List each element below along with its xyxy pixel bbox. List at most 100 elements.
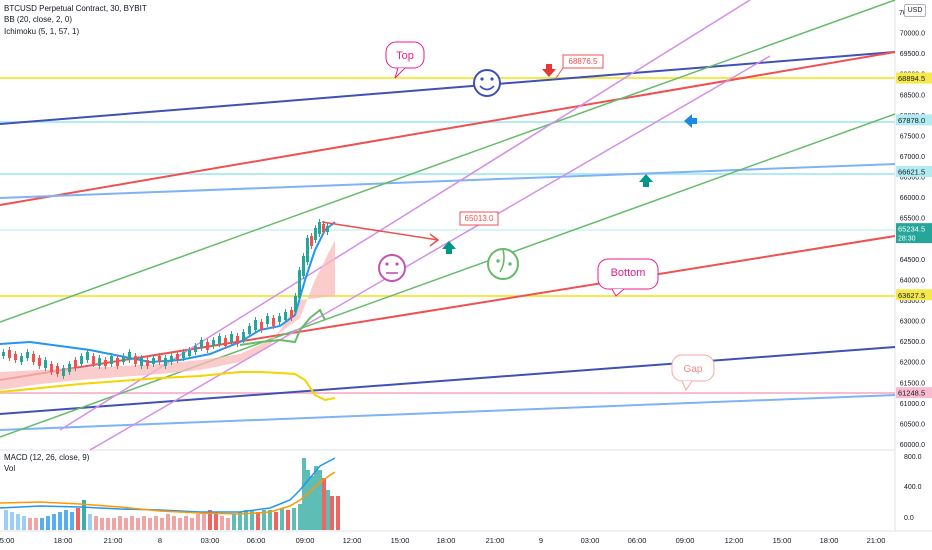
- candle-body[interactable]: [116, 358, 119, 366]
- candle-body[interactable]: [302, 256, 305, 276]
- time-axis[interactable]: 15:00 18:00 21:00 8 03:00 06:00 09:00 12:00 15:0…: [0, 536, 885, 545]
- candle-body[interactable]: [278, 316, 281, 322]
- candle-body[interactable]: [298, 270, 301, 298]
- candle-body[interactable]: [306, 238, 309, 262]
- candle-body[interactable]: [194, 346, 197, 352]
- price-label-61248.5[interactable]: 61248.5: [896, 387, 932, 399]
- candle-body[interactable]: [206, 342, 209, 350]
- candle-body[interactable]: [146, 360, 149, 366]
- candle-body[interactable]: [56, 366, 59, 374]
- candle-body[interactable]: [188, 350, 191, 356]
- macd-pane[interactable]: [0, 451, 895, 531]
- candle-body[interactable]: [26, 352, 29, 358]
- candle-body[interactable]: [74, 360, 77, 368]
- candle-body[interactable]: [134, 356, 137, 364]
- volume-legend[interactable]: Vol: [4, 464, 16, 473]
- bottom-callout[interactable]: Bottom: [597, 258, 659, 297]
- candle-body[interactable]: [218, 336, 221, 344]
- bb-legend[interactable]: BB (20, close, 2, 0): [4, 15, 73, 24]
- currency-badge[interactable]: USD: [904, 4, 926, 17]
- candle-body[interactable]: [236, 336, 239, 344]
- candle-body[interactable]: [20, 356, 23, 362]
- red-trendline-upper[interactable]: [0, 51, 896, 206]
- macd-legend[interactable]: MACD (12, 26, close, 9): [4, 453, 90, 462]
- price-label-65234.5[interactable]: 65234.5 28:30: [896, 223, 932, 244]
- price-label-63627.5[interactable]: 63627.5: [896, 289, 932, 301]
- candle-body[interactable]: [200, 340, 203, 348]
- ichimoku-legend[interactable]: Ichimoku (5, 1, 57, 1): [4, 27, 80, 36]
- red-trendline-lower[interactable]: [0, 235, 896, 381]
- green-trendline-lower[interactable]: [0, 113, 896, 438]
- candle-body[interactable]: [176, 354, 179, 360]
- candle-body[interactable]: [128, 352, 131, 360]
- candle-body[interactable]: [62, 368, 65, 376]
- candle-body[interactable]: [86, 352, 89, 360]
- gap-callout[interactable]: Gap: [671, 354, 715, 392]
- green-trendline-upper[interactable]: [0, 0, 896, 323]
- candle-body[interactable]: [104, 360, 107, 366]
- neutral-face-icon[interactable]: [378, 254, 406, 282]
- candle-body[interactable]: [318, 222, 321, 234]
- price-box-mid[interactable]: 65013.0: [459, 211, 499, 226]
- price-label-67878.0[interactable]: 67878.0: [896, 114, 932, 126]
- blue-trendline-upper[interactable]: [0, 163, 896, 199]
- candle-body[interactable]: [224, 338, 227, 346]
- candle-body[interactable]: [158, 356, 161, 362]
- candle-body[interactable]: [8, 350, 11, 358]
- arrow-up-icon-2[interactable]: [639, 174, 653, 187]
- candle-body[interactable]: [260, 322, 263, 330]
- price-axis[interactable]: 70000.069500.069000.068500.068000.067500…: [896, 10, 932, 449]
- arrow-left-icon[interactable]: [684, 114, 697, 128]
- candle-body[interactable]: [322, 224, 325, 232]
- top-callout[interactable]: Top: [385, 41, 425, 79]
- candle-body[interactable]: [2, 352, 5, 356]
- candle-body[interactable]: [326, 226, 329, 232]
- price-label-68894.5[interactable]: 68894.5: [896, 72, 932, 84]
- violet-trendline-lower[interactable]: [89, 55, 771, 451]
- arrow-down-icon[interactable]: [542, 64, 556, 77]
- candle-body[interactable]: [92, 356, 95, 364]
- price-label-66621.5[interactable]: 66621.5: [896, 166, 932, 178]
- symbol-title[interactable]: BTCUSD Perpetual Contract, 30, BYBIT: [4, 4, 147, 13]
- candle-body[interactable]: [284, 312, 287, 320]
- arrow-up-icon[interactable]: [442, 241, 456, 254]
- candle-body[interactable]: [290, 310, 293, 318]
- candle-body[interactable]: [230, 334, 233, 342]
- trend-lines[interactable]: [0, 0, 896, 451]
- projection-arrow[interactable]: [321, 221, 440, 247]
- macd-axis[interactable]: 800.0 400.0 0.0: [904, 454, 922, 522]
- violet-trendline-upper[interactable]: [59, 0, 751, 431]
- candle-body[interactable]: [164, 358, 167, 366]
- candle-body[interactable]: [170, 356, 173, 362]
- candle-body[interactable]: [272, 318, 275, 326]
- candle-body[interactable]: [110, 356, 113, 364]
- candle-body[interactable]: [294, 296, 297, 312]
- candle-body[interactable]: [122, 356, 125, 362]
- candle-body[interactable]: [38, 358, 41, 366]
- candle-body[interactable]: [140, 358, 143, 366]
- candle-body[interactable]: [14, 354, 17, 360]
- candle-body[interactable]: [44, 360, 47, 368]
- candle-body[interactable]: [98, 358, 101, 366]
- candle-body[interactable]: [152, 358, 155, 364]
- candle-body[interactable]: [314, 228, 317, 240]
- price-box-high[interactable]: 68876.5: [555, 54, 604, 79]
- smiley-face-icon[interactable]: [473, 69, 501, 97]
- candle-body[interactable]: [310, 236, 313, 246]
- candle-body[interactable]: [266, 316, 269, 324]
- blue-trendline-lower[interactable]: [0, 394, 896, 431]
- candle-body[interactable]: [242, 332, 245, 340]
- price-pane[interactable]: [0, 0, 895, 450]
- candle-body[interactable]: [50, 364, 53, 372]
- navy-trendline-upper[interactable]: [0, 51, 896, 125]
- confused-face-icon[interactable]: [487, 248, 519, 280]
- candle-body[interactable]: [182, 352, 185, 358]
- candlesticks[interactable]: [2, 219, 329, 379]
- navy-trendline-lower[interactable]: [0, 346, 896, 415]
- candle-body[interactable]: [80, 356, 83, 364]
- candle-body[interactable]: [68, 364, 71, 372]
- candle-body[interactable]: [212, 340, 215, 346]
- candle-body[interactable]: [254, 320, 257, 330]
- candle-body[interactable]: [32, 354, 35, 362]
